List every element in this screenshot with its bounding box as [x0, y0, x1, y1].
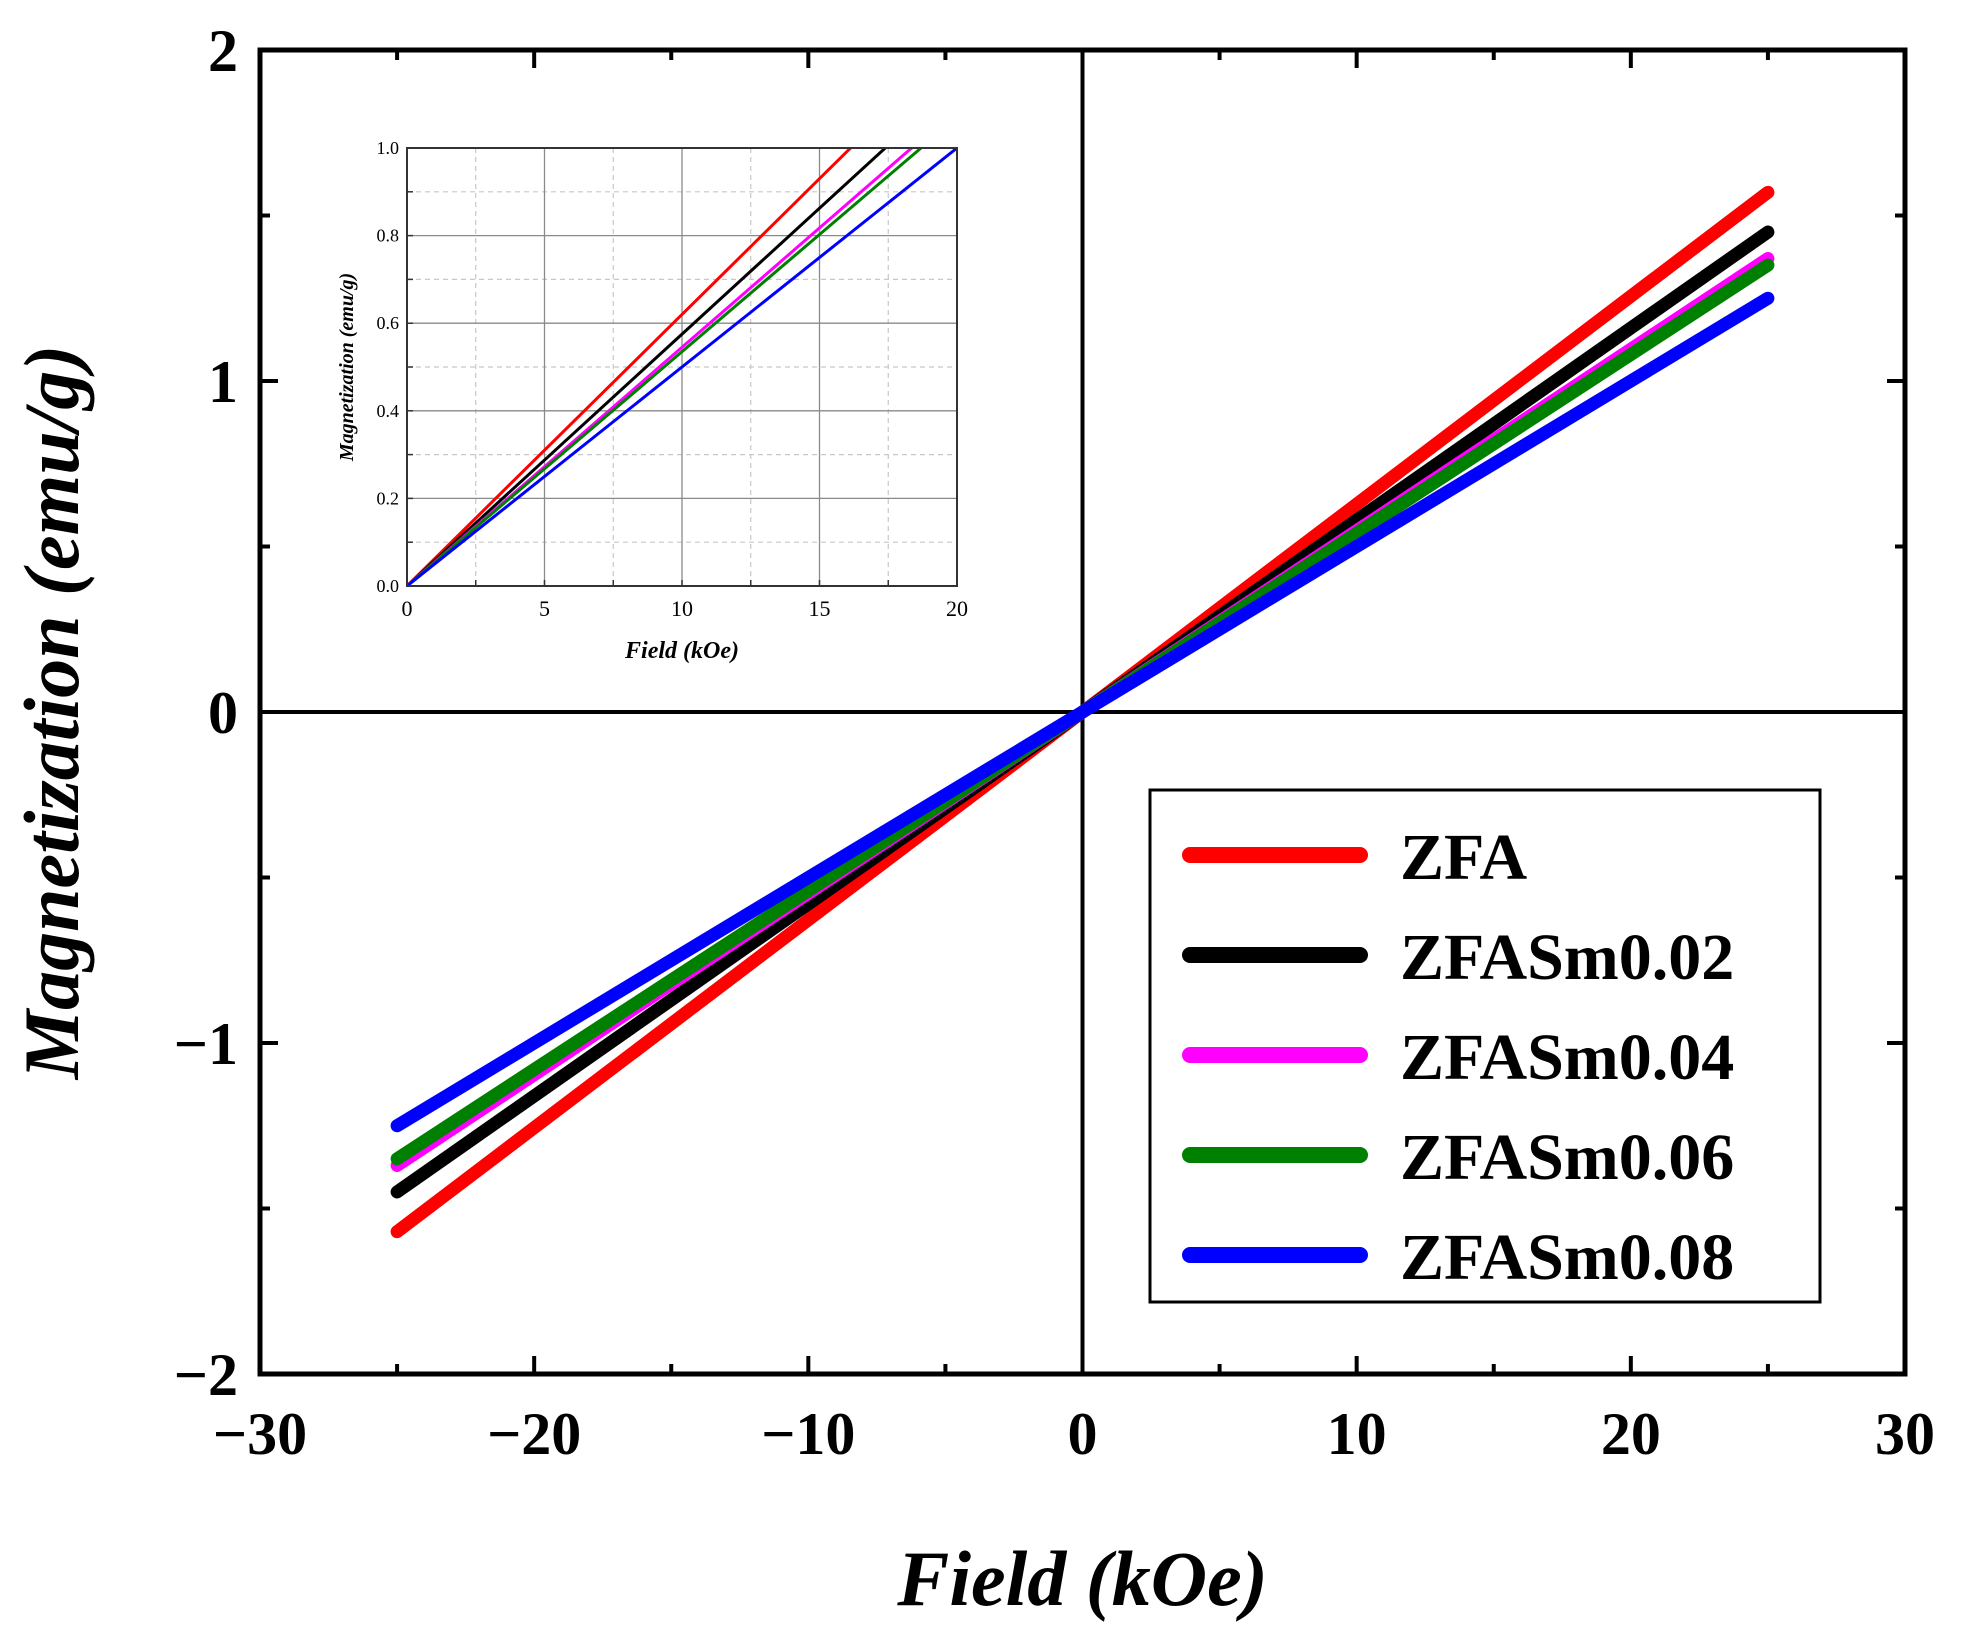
inset-x-axis-title: Field (kOe) — [624, 638, 739, 664]
y-tick-label: 2 — [208, 18, 238, 84]
inset-plot: 0 5 10 15 20 0.0 0.2 0.4 0.6 0.8 1.0 Field (kOe) Mag… — [336, 138, 968, 664]
inset-series-line-zfasm0-02 — [407, 148, 888, 586]
inset-x-tick-label: 15 — [809, 596, 831, 621]
x-tick-label: −30 — [213, 1401, 307, 1467]
x-tick-label: 20 — [1601, 1401, 1661, 1467]
y-axis-title: Magnetization (emu/g) — [8, 345, 95, 1082]
inset-series-group — [407, 148, 957, 586]
legend-label-zfa: ZFA — [1400, 821, 1527, 894]
inset-y-tick-label: 0.2 — [377, 488, 400, 508]
inset-series-line-zfa — [407, 148, 853, 586]
legend-label-zfasm0-06: ZFASm0.06 — [1400, 1121, 1734, 1194]
inset-y-tick-label: 0.6 — [377, 313, 400, 333]
y-tick-label: −2 — [174, 1342, 238, 1408]
x-tick-label: −20 — [487, 1401, 581, 1467]
legend-label-zfasm0-08: ZFASm0.08 — [1400, 1221, 1734, 1294]
series-line-zfasm0-08 — [390, 291, 1775, 1133]
y-tick-label: 1 — [208, 349, 238, 415]
inset-x-tick-label: 0 — [402, 596, 413, 621]
inset-series-line-zfasm0-08 — [407, 148, 957, 586]
inset-y-tick-label: 0.0 — [377, 576, 400, 596]
inset-y-tick-label: 0.8 — [377, 226, 400, 246]
x-tick-label: −10 — [761, 1401, 855, 1467]
legend-label-zfasm0-04: ZFASm0.04 — [1400, 1021, 1734, 1094]
inset-y-tick-label: 1.0 — [377, 138, 400, 158]
inset-x-tick-label: 5 — [539, 596, 550, 621]
x-tick-label: 30 — [1875, 1401, 1935, 1467]
x-axis-title: Field (kOe) — [896, 1535, 1267, 1622]
inset-y-tick-label: 0.4 — [377, 401, 400, 421]
legend: ZFA ZFASm0.02 ZFASm0.04 ZFASm0.06 ZFASm0.08 — [1148, 788, 1822, 1304]
legend-label-zfasm0-02: ZFASm0.02 — [1400, 921, 1734, 994]
inset-x-tick-label: 20 — [946, 596, 968, 621]
inset-y-axis-title: Magnetization (emu/g) — [336, 273, 358, 462]
inset-x-tick-label: 10 — [671, 596, 693, 621]
x-tick-label: 0 — [1068, 1401, 1098, 1467]
inset-series-line-zfasm0-06 — [407, 148, 924, 586]
y-tick-label: 0 — [208, 680, 238, 746]
legend-box — [1148, 788, 1822, 1304]
y-tick-label: −1 — [174, 1011, 238, 1077]
x-tick-label: 10 — [1327, 1401, 1387, 1467]
